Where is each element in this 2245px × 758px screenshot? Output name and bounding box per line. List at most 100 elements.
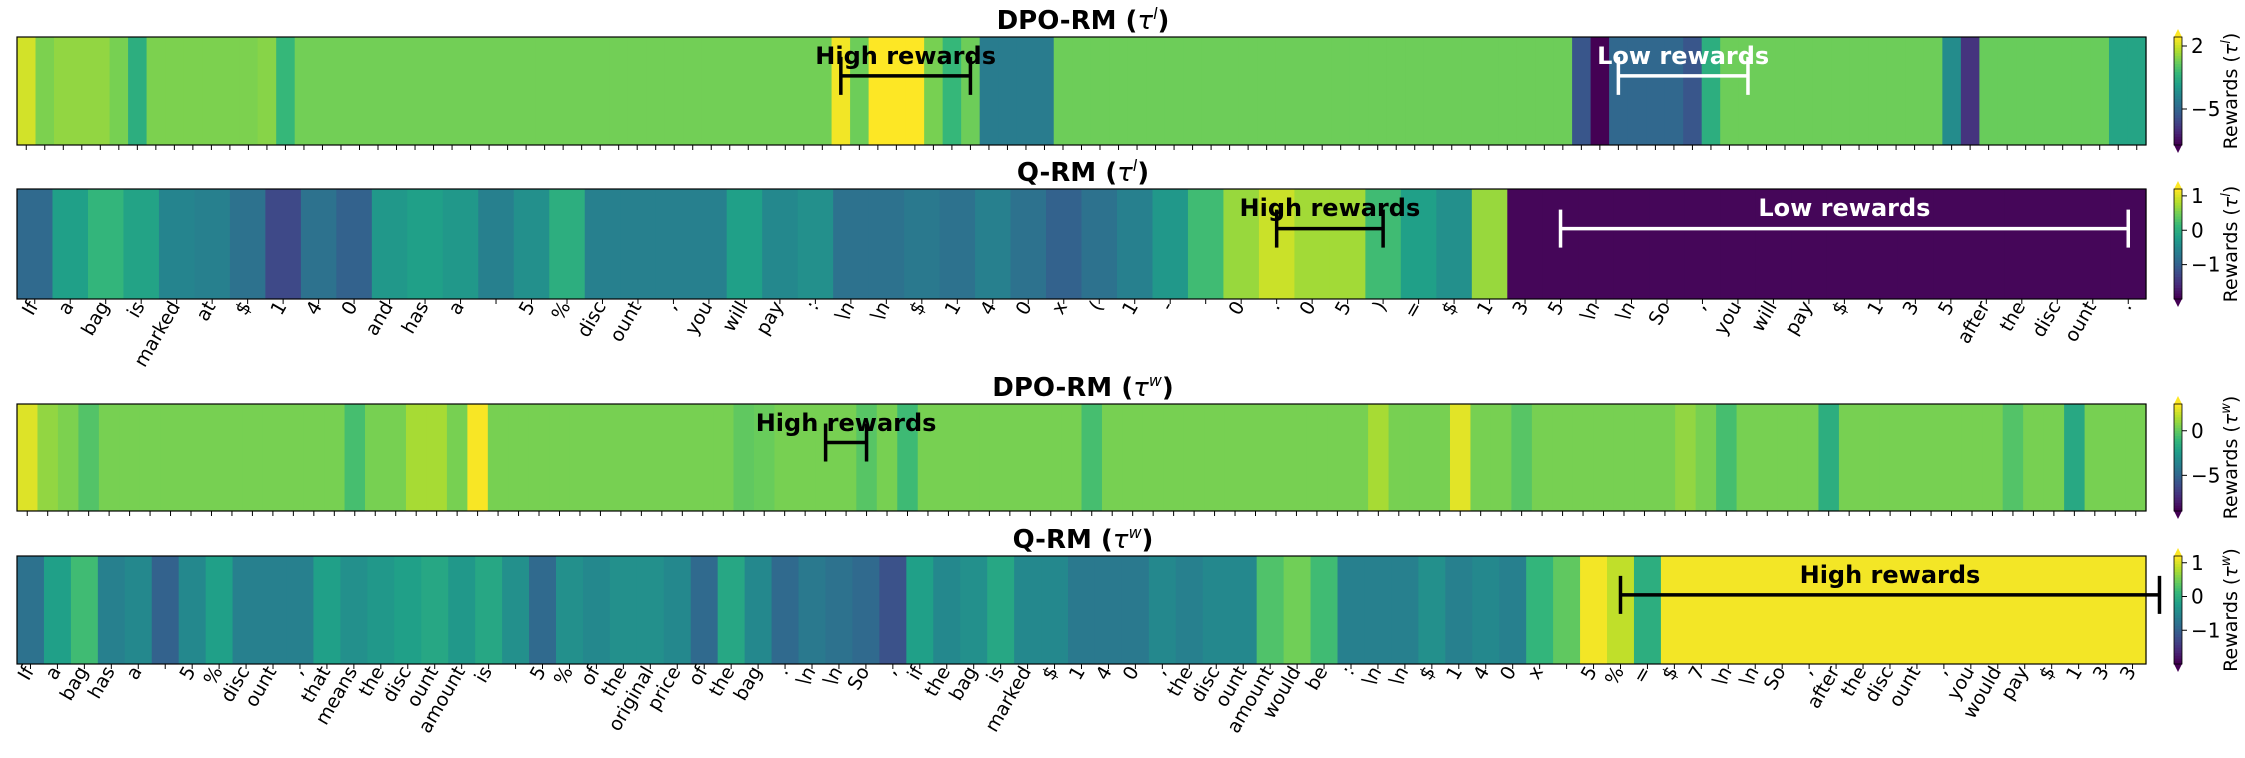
heatmap-cell	[160, 404, 182, 511]
colorbar-segment	[2174, 425, 2182, 429]
token-label: you	[1710, 298, 1747, 339]
heatmap-cell	[220, 37, 240, 145]
heatmap-cell	[1879, 404, 1901, 511]
colorbar-segment	[2174, 462, 2182, 467]
heatmap-cell	[265, 189, 302, 299]
heatmap-cell	[1535, 37, 1555, 145]
colorbar-segment	[2174, 279, 2182, 284]
heatmap-cell	[590, 37, 611, 145]
heatmap-cell	[627, 37, 648, 145]
colorbar-segment	[2174, 266, 2182, 270]
token-label: =	[1400, 298, 1427, 323]
heatmap-cell	[744, 556, 773, 664]
heatmap-cell	[344, 404, 366, 511]
colorbar-segment	[2174, 615, 2182, 619]
heatmap-cell	[259, 556, 288, 664]
heatmap-cell	[1646, 37, 1666, 145]
heatmap-cell	[1223, 189, 1260, 299]
colorbar-segment	[2174, 255, 2182, 259]
colorbar-segment	[2174, 569, 2182, 573]
heatmap-cell	[424, 37, 444, 145]
colorbar-segment	[2174, 126, 2182, 130]
heatmap-cell	[17, 37, 37, 145]
heatmap-cell	[405, 404, 428, 511]
heatmap-cell	[1941, 404, 1963, 511]
heatmap-cell	[1122, 404, 1144, 511]
heatmap-cell	[1121, 556, 1150, 664]
colorbar-segment	[2174, 438, 2182, 443]
heatmap-cell	[1146, 37, 1166, 145]
colorbar-extend-top	[2174, 29, 2182, 37]
heatmap-cell	[584, 189, 621, 299]
heatmap-cell	[1436, 189, 1473, 299]
token-label: \n	[866, 298, 894, 325]
heatmap-cell	[1405, 37, 1425, 145]
colorbar-segment	[2174, 194, 2182, 198]
colorbar-segment	[2174, 596, 2182, 600]
colorbar-segment	[2174, 494, 2182, 499]
heatmap-cell	[1552, 404, 1574, 511]
heatmap-cell	[72, 37, 92, 145]
heatmap-cell	[999, 404, 1021, 511]
heatmap-cell	[54, 37, 74, 145]
colorbar-segment	[2174, 588, 2182, 592]
heatmap-cell	[262, 404, 284, 511]
token-label: x	[1523, 663, 1548, 684]
heatmap-cell	[194, 189, 231, 299]
colorbar-segment	[2174, 263, 2182, 267]
heatmap-cell	[1720, 37, 1740, 145]
heatmap-cell	[609, 556, 638, 664]
heatmap-cell	[1499, 556, 1527, 664]
colorbar-segment	[2174, 107, 2182, 111]
colorbar-tick-label: 1	[2191, 184, 2204, 208]
heatmap-cell	[833, 189, 870, 299]
token-label: 0	[1012, 298, 1037, 319]
colorbar-segment	[2174, 430, 2182, 435]
colorbar-segment	[2174, 460, 2182, 464]
token-label: 5	[1934, 298, 1959, 319]
colorbar-tick-label: 0	[2191, 419, 2204, 443]
heatmap-cell	[183, 37, 203, 145]
heatmap-cell	[1777, 404, 1799, 511]
colorbar-segment	[2174, 244, 2182, 248]
colorbar-segment	[2174, 235, 2182, 240]
token-label: %	[547, 298, 575, 325]
heatmap-cell	[1961, 404, 1983, 511]
token-label: -	[1156, 298, 1178, 315]
heatmap-cell	[690, 556, 719, 664]
colorbar-segment	[2174, 406, 2182, 410]
heatmap-cell	[498, 37, 518, 145]
annotation-label: High rewards	[815, 42, 996, 70]
heatmap-cell	[1331, 37, 1351, 145]
heatmap-cell	[942, 37, 962, 145]
heatmap-cell	[2064, 404, 2086, 511]
heatmap-cell	[2119, 556, 2147, 664]
colorbar-tick-label: −5	[2191, 463, 2220, 487]
colorbar-segment	[2174, 409, 2182, 413]
heatmap-cell	[119, 404, 141, 511]
colorbar-segment	[2174, 134, 2182, 138]
heatmap-cell	[17, 404, 39, 511]
heatmap-cell	[569, 404, 591, 511]
heatmap-cell	[1400, 189, 1437, 299]
heatmap-cell	[609, 37, 629, 145]
heatmap-cell	[1831, 37, 1851, 145]
heatmap-cell	[1201, 37, 1221, 145]
colorbar-segment	[2174, 249, 2182, 253]
token-label: will	[1747, 298, 1782, 336]
heatmap-cell	[331, 37, 351, 145]
colorbar-segment	[2174, 637, 2182, 641]
token-label: 5	[526, 663, 551, 684]
colorbar-segment	[2174, 486, 2182, 491]
colorbar-segment	[2174, 626, 2182, 630]
heatmap-cell	[2038, 556, 2066, 664]
token-label: =	[1629, 663, 1656, 688]
token-label: So	[1644, 298, 1675, 330]
colorbar-segment	[2174, 211, 2182, 215]
heatmap-cell	[1675, 404, 1697, 511]
heatmap-cell	[850, 37, 870, 145]
heatmap-cell	[1364, 556, 1393, 664]
colorbar-segment	[2174, 502, 2182, 507]
heatmap-cell	[1245, 404, 1267, 511]
